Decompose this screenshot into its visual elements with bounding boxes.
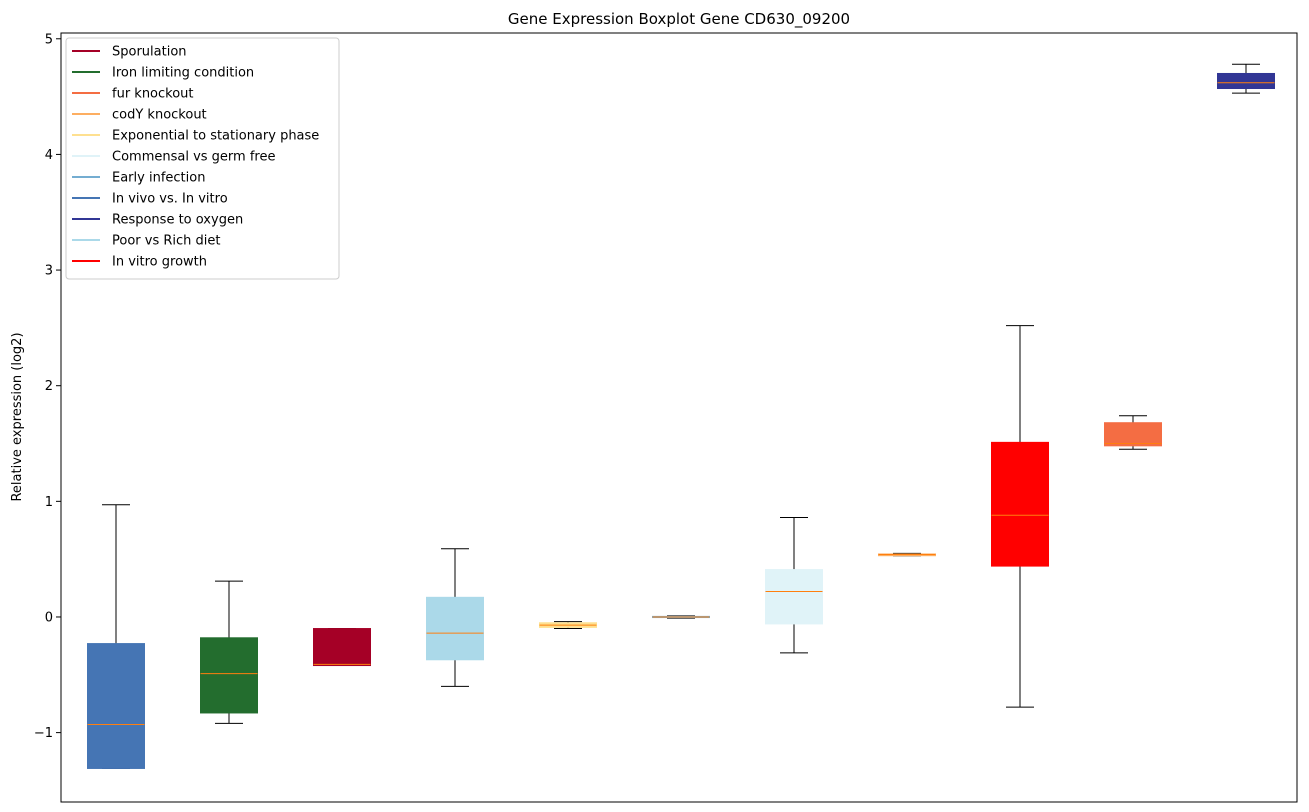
box-group <box>426 548 484 687</box>
legend-entry: Early infection <box>72 171 205 186</box>
box <box>313 628 371 667</box>
box-group <box>313 628 371 667</box>
y-tick-label: 2 <box>45 379 53 394</box>
box-group <box>991 325 1049 708</box>
box-group <box>652 615 710 619</box>
y-tick-label: 4 <box>45 148 53 163</box>
legend-entry: Sporulation <box>72 45 187 60</box>
legend-frame <box>65 37 340 280</box>
box <box>200 637 258 714</box>
y-tick-label: −1 <box>34 726 53 741</box>
chart-title: Gene Expression Boxplot Gene CD630_09200 <box>508 10 850 29</box>
legend-entry: In vivo vs. In vitro <box>72 192 228 207</box>
legend-label: codY knockout <box>112 108 207 123</box>
box-group <box>539 621 597 630</box>
y-tick-label: 0 <box>45 610 53 625</box>
legend-label: Poor vs Rich diet <box>112 234 220 249</box>
legend-label: In vivo vs. In vitro <box>112 192 228 207</box>
legend-label: Response to oxygen <box>112 213 243 228</box>
plot-area <box>87 63 1275 769</box>
y-axis: −1 0 1 2 3 4 5 <box>34 32 61 741</box>
y-tick-label: 3 <box>45 264 53 279</box>
legend-label: In vitro growth <box>112 255 207 270</box>
box-group <box>765 517 823 654</box>
legend-label: Early infection <box>112 171 205 186</box>
y-axis-label: Relative expression (log2) <box>10 332 25 501</box>
box-group <box>1217 63 1275 94</box>
legend-label: fur knockout <box>112 87 194 102</box>
legend-entry: Poor vs Rich diet <box>72 234 220 249</box>
legend-label: Sporulation <box>112 45 187 60</box>
box <box>1217 72 1275 90</box>
box <box>765 569 823 625</box>
legend-entry: In vitro growth <box>72 255 207 270</box>
box <box>87 643 145 769</box>
legend-entry: fur knockout <box>72 87 194 102</box>
legend-entry: Commensal vs germ free <box>72 150 275 165</box>
legend-label: Exponential to stationary phase <box>112 129 319 144</box>
y-tick-label: 5 <box>45 32 53 47</box>
legend-entry: codY knockout <box>72 108 207 123</box>
box <box>426 596 484 661</box>
legend-entry: Exponential to stationary phase <box>72 129 319 144</box>
box-group <box>87 504 145 769</box>
legend-label: Commensal vs germ free <box>112 150 275 165</box>
legend[interactable]: Sporulation Iron limiting condition fur kn… <box>65 37 340 280</box>
legend-entry: Response to oxygen <box>72 213 243 228</box>
box-group <box>200 580 258 724</box>
y-tick-label: 1 <box>45 495 53 510</box>
box <box>991 441 1049 567</box>
box-group <box>878 552 936 557</box>
box-group <box>1104 415 1162 450</box>
legend-label: Iron limiting condition <box>112 66 254 81</box>
box <box>1104 422 1162 447</box>
plot-frame <box>60 32 1298 803</box>
legend-entry: Iron limiting condition <box>72 66 254 81</box>
